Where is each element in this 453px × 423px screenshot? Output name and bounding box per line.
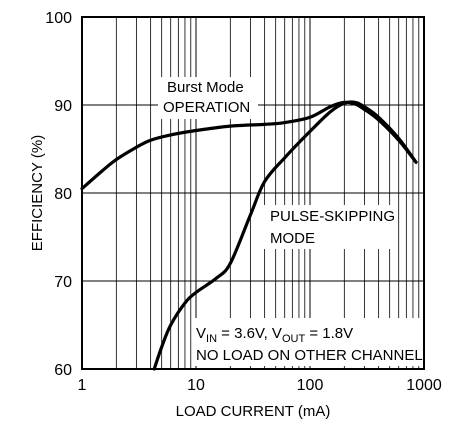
burst-label-line2: OPERATION [163,99,250,116]
series-line-pulse-skipping [152,100,418,371]
y-tick-label: 100 [45,10,72,27]
x-tick-label: 1 [78,377,87,394]
y-tick-label: 90 [54,98,72,115]
y-tick-label: 80 [54,186,72,203]
pulse-label-line2: MODE [270,230,315,247]
condition-label-bg [192,318,422,366]
condition-label-line1: VIN = 3.6V, VOUT = 1.8V [196,325,353,345]
y-axis-title: EFFICIENCY (%) [29,135,46,251]
burst-label-bg [158,77,258,119]
plot-frame [81,16,425,370]
x-axis-title: LOAD CURRENT (mA) [176,403,331,420]
x-tick-label: 100 [297,377,324,394]
series-curves [80,100,418,371]
pulse-label-line1: PULSE-SKIPPING [270,208,395,225]
y-tick-label: 70 [54,274,72,291]
burst-label-line1: Burst Mode [167,79,244,96]
y-tick-label: 60 [54,362,72,379]
series-line-burst-mode [80,100,418,191]
condition-label-line2: NO LOAD ON OTHER CHANNEL [196,347,423,364]
pulse-label-bg [264,205,392,249]
grid [81,16,425,370]
x-tick-label: 10 [187,377,205,394]
tick-labels: 1 10 100 1000 60 70 80 90 100 [45,10,442,394]
x-tick-label: 1000 [406,377,442,394]
